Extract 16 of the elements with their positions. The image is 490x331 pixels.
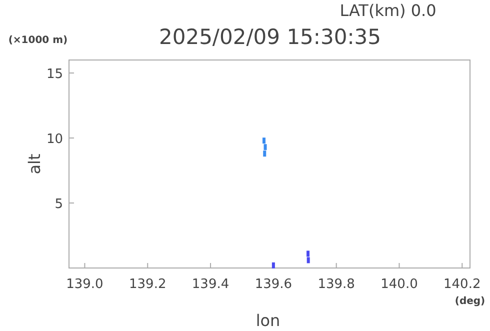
x-tick-label: 140.0 xyxy=(380,277,418,292)
x-tick-label: 139.0 xyxy=(66,277,104,292)
x-axis-title: lon xyxy=(256,311,280,330)
x-tick-label: 139.2 xyxy=(129,277,166,292)
x-tick-label: 139.8 xyxy=(318,277,355,292)
text: (deg) xyxy=(454,296,486,307)
text: (×1000 m) xyxy=(8,35,68,46)
x-tick-label: 139.4 xyxy=(192,277,230,292)
y-tick-label: 5 xyxy=(54,197,63,212)
x-tick-label: 140.2 xyxy=(444,277,481,292)
y-tick-label: 15 xyxy=(46,67,63,82)
chart-title: 2025/02/09 15:30:35 xyxy=(158,25,382,49)
y-tick-label: 10 xyxy=(46,132,63,147)
x-tick-label: 139.6 xyxy=(254,277,292,292)
y-axis-title: alt xyxy=(25,154,44,174)
chart-subtitle: LAT(km) 0.0 xyxy=(340,1,436,20)
